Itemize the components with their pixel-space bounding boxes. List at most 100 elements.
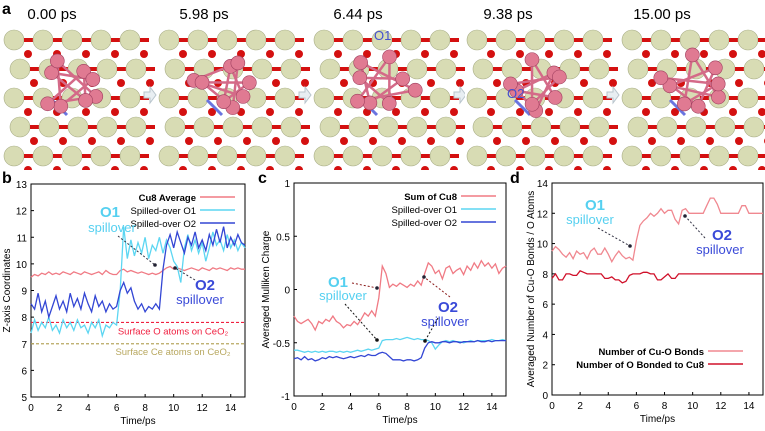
cu-atom xyxy=(78,93,93,108)
o-atom xyxy=(729,50,737,58)
y-axis-label: Averaged Number of Cu-O Bonds / O Atoms xyxy=(526,191,537,388)
o-atom xyxy=(272,137,280,145)
cu-bond xyxy=(530,58,557,99)
o-atom xyxy=(301,137,309,145)
o-atom xyxy=(179,166,187,170)
annotation-text: spillover xyxy=(566,212,614,227)
annotation-text: spillover xyxy=(696,242,744,257)
o-bond xyxy=(111,38,120,42)
chart-d: 0 2 4 6 8 10 12 14 0 2 4 6 8 10 12 14 Time/ps Averaged Nu… xyxy=(526,179,764,425)
o-bond xyxy=(334,96,343,100)
panel-label-a: a xyxy=(2,1,11,18)
cu-atom xyxy=(708,60,723,76)
o-atom xyxy=(334,108,342,116)
legend-label: Cu8 Average xyxy=(139,193,196,204)
arrow-icon xyxy=(298,85,312,105)
y-tick-label: 8 xyxy=(542,270,548,281)
o-bond xyxy=(522,67,531,71)
x-tick-label: 4 xyxy=(85,403,91,414)
y-tick-label: 7 xyxy=(21,340,27,351)
o-atom xyxy=(334,166,342,170)
frame-time-label: 9.38 ps xyxy=(483,6,533,23)
o-atom xyxy=(146,79,154,87)
x-axis-label: Time/ps xyxy=(640,414,675,425)
spilled-o-label: O2 xyxy=(507,86,524,101)
o-bond xyxy=(421,154,430,158)
o-atom xyxy=(421,50,429,58)
o-atom xyxy=(758,50,765,58)
o-atom xyxy=(671,108,679,116)
o-atom xyxy=(53,166,61,170)
o-atom xyxy=(208,50,216,58)
o-bond xyxy=(82,38,91,42)
o-bond xyxy=(334,154,343,158)
cu-atom xyxy=(407,82,423,98)
o-bond xyxy=(487,154,496,158)
x-tick-label: 0 xyxy=(291,402,297,413)
o-bond xyxy=(59,67,68,71)
o-atom xyxy=(295,108,303,116)
o-atom xyxy=(758,166,765,170)
y-tick-label: 4 xyxy=(542,330,548,341)
legend-label: Spilled-over O1 xyxy=(392,205,457,216)
o-atom xyxy=(603,166,611,170)
series-line xyxy=(293,259,507,332)
cu-atom xyxy=(353,55,368,70)
cu-atom xyxy=(524,52,540,67)
y-tick-label: 13 xyxy=(16,180,28,191)
o-atom xyxy=(648,79,656,87)
x-axis-label: Time/ps xyxy=(120,416,155,427)
cu-atom xyxy=(395,71,410,87)
o-bond xyxy=(214,67,223,71)
o-atom xyxy=(450,166,458,170)
o-bond xyxy=(487,96,496,100)
o-bond xyxy=(140,38,149,42)
o-bond xyxy=(700,38,709,42)
y-tick-label: 14 xyxy=(537,179,549,190)
o-bond xyxy=(493,67,502,71)
o-atom xyxy=(272,79,280,87)
spilled-o-bond xyxy=(205,98,224,117)
o-bond xyxy=(208,154,217,158)
cu-atom xyxy=(40,96,55,112)
y-tick-label: 10 xyxy=(16,260,28,271)
arrow-head-icon xyxy=(423,339,427,343)
o-bond xyxy=(237,154,246,158)
o-bond xyxy=(706,125,715,129)
cu-atom xyxy=(235,89,251,104)
o-atom xyxy=(24,50,32,58)
o-atom xyxy=(179,108,187,116)
x-tick-label: 10 xyxy=(168,403,180,414)
o-atom xyxy=(735,79,743,87)
annotation-title: O2 xyxy=(438,299,458,316)
o-atom xyxy=(340,79,348,87)
o-bond xyxy=(398,67,407,71)
o-bond xyxy=(729,96,738,100)
legend-label: Spilled-over O2 xyxy=(131,219,196,230)
o-atom xyxy=(111,166,119,170)
snapshot-frame: O1 xyxy=(312,28,465,170)
y-tick-label: 1 xyxy=(284,179,290,190)
snapshot-frame: O2 xyxy=(465,29,618,170)
o-atom xyxy=(648,137,656,145)
y-tick-label: 11 xyxy=(17,233,28,244)
o-bond xyxy=(574,154,583,158)
o-atom xyxy=(398,137,406,145)
o-bond xyxy=(551,125,560,129)
arrow-head-icon xyxy=(683,214,687,218)
series-line xyxy=(30,226,246,339)
o-atom xyxy=(237,166,245,170)
o-atom xyxy=(545,50,553,58)
o-atom xyxy=(580,79,588,87)
x-tick-label: 8 xyxy=(404,402,410,413)
o-bond xyxy=(24,38,33,42)
o-bond xyxy=(648,125,657,129)
arrow-head-icon xyxy=(153,263,157,267)
cu-bond xyxy=(50,71,87,102)
o-atom xyxy=(456,137,464,145)
panel-label-b: b xyxy=(2,170,12,187)
o-bond xyxy=(266,96,275,100)
o-bond xyxy=(208,38,217,42)
o-bond xyxy=(642,154,651,158)
